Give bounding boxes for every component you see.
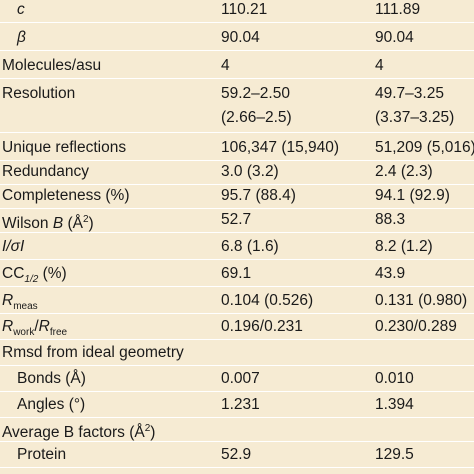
value-col1: 95.7 (88.4) — [221, 187, 296, 204]
value-col1: 0.196/0.231 — [221, 318, 303, 335]
row-label: I/σI — [2, 238, 25, 255]
value-col1: 106,347 (15,940) — [221, 139, 340, 156]
row-label: Wilson B (Å2) — [2, 214, 94, 233]
cut-off-row — [0, 462, 474, 474]
table-row: Angles (°) 1.231 1.394 — [0, 390, 474, 418]
table-row: Bonds (Å) 0.007 0.010 — [0, 364, 474, 392]
table-row: Molecules/asu 4 4 — [0, 51, 474, 79]
row-label: Rwork/Rfree — [2, 318, 68, 339]
value-col1: 110.21 — [221, 1, 268, 18]
value-col2: 2.4 (2.3) — [375, 163, 433, 180]
value-col1: 0.007 — [221, 370, 260, 387]
value-col1: 0.104 (0.526) — [221, 292, 314, 309]
value-col2: 0.131 (0.980) — [375, 292, 468, 309]
value-col1: 4 — [221, 57, 230, 74]
row-label: Rmsd from ideal geometry — [2, 344, 184, 361]
row-label: CC1/2 (%) — [2, 265, 67, 286]
value-col2: 129.5 — [375, 446, 414, 463]
table-row: c 110.21 111.89 — [0, 0, 474, 23]
value-col1: 6.8 (1.6) — [221, 238, 279, 255]
value-col1: 52.9 — [221, 446, 252, 463]
value-col1: 1.231 — [221, 396, 260, 413]
table-row: Rmeas 0.104 (0.526) 0.131 (0.980) — [0, 286, 474, 314]
value-col2: 43.9 — [375, 265, 406, 282]
value-col2: 0.010 — [375, 370, 414, 387]
row-label: Rmeas — [2, 292, 38, 313]
row-label: c — [17, 1, 25, 18]
row-label: Protein — [17, 446, 67, 463]
value-main: 49.7–3.25 — [375, 85, 444, 102]
value-col1: 59.2–2.50 (2.66–2.5) — [221, 82, 292, 130]
table-row: Rmsd from ideal geometry — [0, 338, 474, 366]
row-label: Average B factors (Å2) — [2, 423, 156, 442]
table-row: Redundancy 3.0 (3.2) 2.4 (2.3) — [0, 157, 474, 185]
value-shell: (2.66–2.5) — [221, 109, 292, 126]
value-col2: 1.394 — [375, 396, 414, 413]
row-label: Unique reflections — [2, 139, 127, 156]
row-label: Angles (°) — [17, 396, 86, 413]
table-row: Wilson B (Å2) 52.7 88.3 — [0, 205, 474, 233]
value-col2: 88.3 — [375, 211, 406, 228]
value-col2: 0.230/0.289 — [375, 318, 457, 335]
row-label: Redundancy — [2, 163, 90, 180]
value-col1: 90.04 — [221, 29, 260, 46]
table-row: Rwork/Rfree 0.196/0.231 0.230/0.289 — [0, 312, 474, 340]
row-label: β — [17, 29, 26, 46]
table-row: Completeness (%) 95.7 (88.4) 94.1 (92.9) — [0, 181, 474, 209]
value-col2: 90.04 — [375, 29, 414, 46]
table-row: Protein 52.9 129.5 — [0, 440, 474, 468]
value-col2: 94.1 (92.9) — [375, 187, 450, 204]
row-label: Resolution — [2, 85, 76, 102]
table-row: I/σI 6.8 (1.6) 8.2 (1.2) — [0, 232, 474, 260]
table-row: CC1/2 (%) 69.1 43.9 — [0, 259, 474, 287]
table-row: Resolution 59.2–2.50 (2.66–2.5) 49.7–3.2… — [0, 79, 474, 133]
value-main: 59.2–2.50 — [221, 85, 290, 102]
table-row: β 90.04 90.04 — [0, 23, 474, 51]
value-col2: 51,209 (5,016) — [375, 139, 474, 156]
value-col2: 8.2 (1.2) — [375, 238, 433, 255]
value-col1: 52.7 — [221, 211, 252, 228]
value-shell: (3.37–3.25) — [375, 109, 455, 126]
row-label: Bonds (Å) — [17, 370, 86, 387]
value-col1: 3.0 (3.2) — [221, 163, 279, 180]
value-col1: 69.1 — [221, 265, 252, 282]
table-row: Unique reflections 106,347 (15,940) 51,2… — [0, 133, 474, 161]
value-col2: 111.89 — [375, 1, 421, 18]
value-col2: 49.7–3.25 (3.37–3.25) — [375, 82, 454, 130]
value-col2: 4 — [375, 57, 384, 74]
table-row: Average B factors (Å2) — [0, 414, 474, 442]
row-label: Completeness (%) — [2, 187, 130, 204]
row-label: Molecules/asu — [2, 57, 102, 74]
